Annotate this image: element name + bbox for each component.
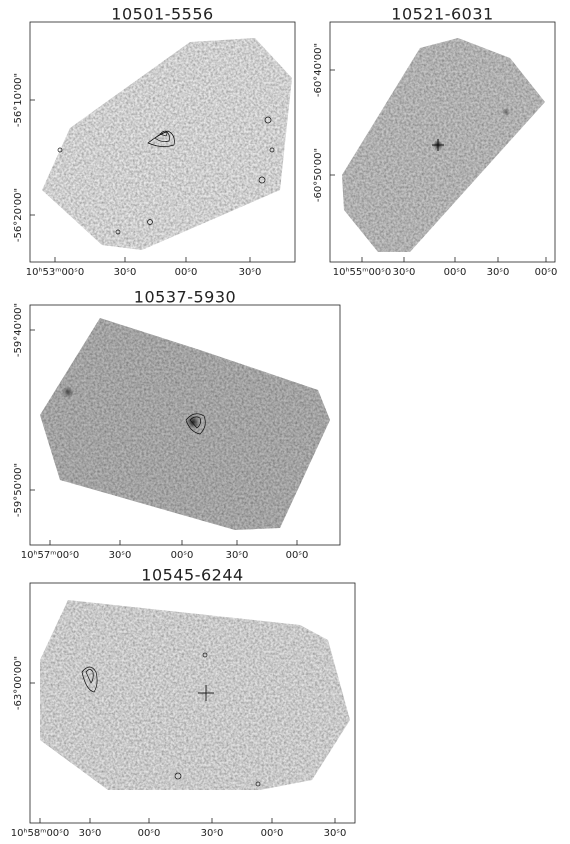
x-tick-label: 00ˢ0 (261, 828, 284, 839)
x-tick-label: 30ˢ0 (487, 267, 510, 278)
x-tick-label: 00ˢ0 (171, 550, 194, 561)
x-tick-label: 30ˢ0 (114, 267, 137, 278)
panel-frame (29, 582, 356, 824)
y-tick-label: -60°40'00" (313, 43, 324, 97)
panel-title: 10537-5930 (134, 288, 236, 307)
x-tick-label: 30ˢ0 (79, 828, 102, 839)
x-tick-label: 00ˢ0 (286, 550, 309, 561)
x-tick-label: 30ˢ0 (109, 550, 132, 561)
y-tick-label: -59°50'00" (13, 463, 24, 517)
x-tick-label: 30ˢ0 (201, 828, 224, 839)
x-tick-label: 30ˢ0 (324, 828, 347, 839)
y-tick-label: -63°00'00" (13, 656, 24, 710)
y-tick-label: -60°50'00" (313, 148, 324, 202)
y-tick-label: -56°10'00" (13, 73, 24, 127)
image-panel-3 (40, 318, 330, 530)
x-tick-label: 30ˢ0 (226, 550, 249, 561)
panel-frame (29, 304, 341, 546)
image-panel-4 (40, 600, 350, 790)
x-tick-label: 10ʰ58ᵐ00ˢ0 (11, 828, 70, 839)
x-tick-label: 00ˢ0 (138, 828, 161, 839)
panel-frame (29, 21, 296, 263)
y-tick-label: -59°40'00" (13, 303, 24, 357)
x-tick-label: 10ʰ57ᵐ00ˢ0 (21, 550, 80, 561)
x-tick-label: 10ʰ53ᵐ00ˢ0 (26, 267, 85, 278)
x-tick-label: 30ˢ0 (239, 267, 262, 278)
y-tick-label: -56°20'00" (13, 188, 24, 242)
panel-frame (329, 21, 556, 263)
x-tick-label: 00ˢ0 (444, 267, 467, 278)
x-tick-label: 10ʰ55ᵐ00ˢ0 (333, 267, 392, 278)
image-panel-2 (342, 38, 545, 252)
panel-title: 10545-6244 (141, 566, 243, 585)
panel-title: 10521-6031 (391, 5, 493, 24)
image-panel-1 (42, 38, 292, 250)
x-tick-label: 00ˢ0 (535, 267, 558, 278)
x-tick-label: 30ˢ0 (393, 267, 416, 278)
panel-title: 10501-5556 (111, 5, 213, 24)
x-tick-label: 00ˢ0 (175, 267, 198, 278)
